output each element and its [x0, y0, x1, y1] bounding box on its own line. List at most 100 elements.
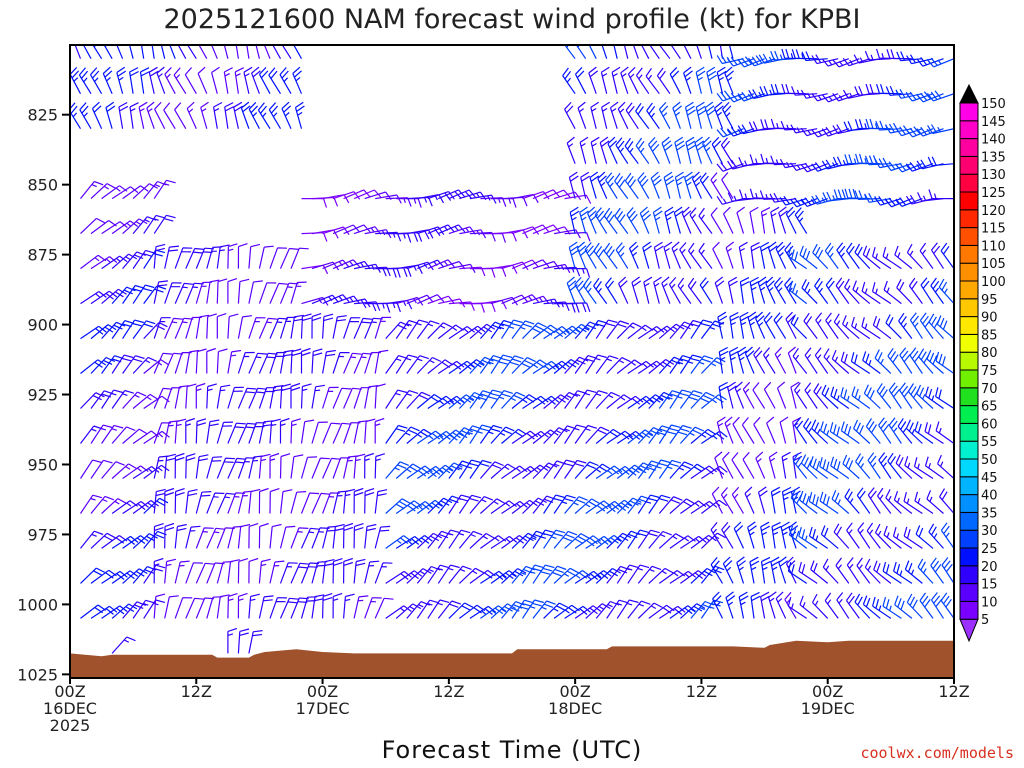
wind-barb	[663, 241, 673, 269]
wind-barb	[623, 45, 629, 59]
wind-barb	[101, 389, 123, 409]
wind-barb	[185, 453, 196, 479]
wind-barb	[553, 494, 576, 514]
wind-barb	[564, 231, 591, 242]
wind-barb	[269, 247, 288, 269]
wind-barb	[469, 356, 494, 374]
wind-barb	[918, 348, 934, 374]
wind-barb	[290, 247, 309, 269]
wind-barb	[269, 488, 280, 514]
colorbar-label: 65	[981, 400, 998, 415]
wind-barb	[768, 451, 778, 479]
wind-barb	[185, 597, 205, 619]
wind-barb	[714, 276, 725, 304]
wind-barb	[835, 277, 850, 304]
wind-barb	[742, 381, 755, 409]
wind-barb	[851, 386, 871, 409]
wind-barb	[792, 347, 808, 374]
wind-barb	[174, 282, 194, 304]
wind-barb	[844, 278, 860, 305]
wind-barb	[833, 313, 850, 339]
wind-barb	[300, 456, 318, 479]
wind-barb	[799, 245, 818, 270]
wind-barb	[511, 193, 539, 204]
wind-barb	[437, 600, 461, 619]
wind-barb	[122, 355, 145, 374]
wind-barb	[935, 351, 954, 374]
wind-barb	[930, 242, 945, 269]
colorbar-label: 95	[981, 293, 998, 308]
wind-barb	[736, 556, 746, 584]
wind-barb	[760, 521, 770, 549]
wind-barb	[593, 277, 608, 304]
wind-barb	[90, 356, 115, 374]
wind-barb	[721, 522, 734, 549]
wind-barb	[599, 136, 610, 164]
wind-barb	[216, 492, 236, 514]
wind-barb	[300, 347, 311, 374]
wind-barb	[479, 355, 503, 374]
wind-barb	[395, 500, 423, 514]
wind-barb	[227, 593, 238, 619]
colorbar-swatch	[959, 600, 979, 620]
color-bar: 5 10 15 20 25 30 35 40 45 50 55 60 65 70 75 80 85 90 95 100…	[959, 83, 1006, 643]
wind-barb	[790, 381, 800, 409]
wind-barb	[771, 521, 782, 549]
wind-barb	[689, 207, 702, 234]
wind-barb	[637, 427, 663, 444]
wind-barb	[920, 277, 934, 304]
wind-barb	[899, 347, 913, 374]
wind-barb	[611, 66, 621, 94]
wind-barb	[511, 357, 536, 374]
wind-barb	[332, 387, 352, 409]
wind-barb	[669, 461, 694, 479]
wind-barb	[872, 247, 892, 270]
wind-barb	[364, 560, 380, 584]
wind-barb	[293, 45, 303, 59]
wind-barb	[854, 190, 881, 200]
wind-barb	[637, 460, 661, 479]
wind-barb	[876, 383, 892, 409]
wind-barb	[448, 602, 474, 619]
wind-barb	[857, 522, 871, 549]
wind-barb	[862, 351, 881, 374]
wind-barb	[574, 276, 587, 304]
wind-barb	[908, 277, 923, 304]
wind-barb	[281, 101, 292, 129]
wind-barb	[80, 217, 106, 235]
wind-barb	[269, 560, 285, 584]
wind-barb	[185, 383, 197, 409]
wind-barb	[564, 356, 589, 374]
wind-barb	[831, 490, 850, 514]
wind-barb	[300, 313, 312, 339]
wind-barb	[268, 67, 282, 95]
wind-barb	[80, 290, 107, 305]
wind-barb	[747, 311, 758, 339]
wind-barb	[919, 312, 934, 339]
wind-barb	[322, 349, 336, 374]
wind-barb	[640, 45, 650, 59]
colorbar-label: 80	[981, 346, 998, 361]
wind-barb	[174, 247, 193, 269]
wind-barb	[568, 171, 579, 199]
wind-barb	[237, 628, 250, 654]
wind-barb	[216, 348, 228, 374]
wind-barb	[714, 451, 724, 479]
wind-barb	[153, 280, 169, 304]
chart-title: 2025121600 NAM forecast wind profile (kt…	[163, 4, 860, 35]
wind-barb	[353, 523, 364, 549]
wind-barb	[311, 457, 330, 479]
colorbar-swatch	[959, 173, 979, 193]
wind-barb	[822, 558, 839, 584]
wind-barb	[177, 45, 187, 59]
wind-barb	[895, 88, 923, 99]
wind-barb	[648, 530, 672, 549]
wind-barb	[90, 605, 118, 619]
wind-barb	[576, 241, 588, 269]
credit-link[interactable]: coolwx.com/models	[860, 744, 1014, 762]
wind-barb	[448, 494, 471, 514]
wind-barb	[814, 277, 829, 304]
wind-barb	[74, 45, 82, 59]
wind-barb	[195, 348, 207, 374]
wind-barb	[132, 320, 156, 339]
